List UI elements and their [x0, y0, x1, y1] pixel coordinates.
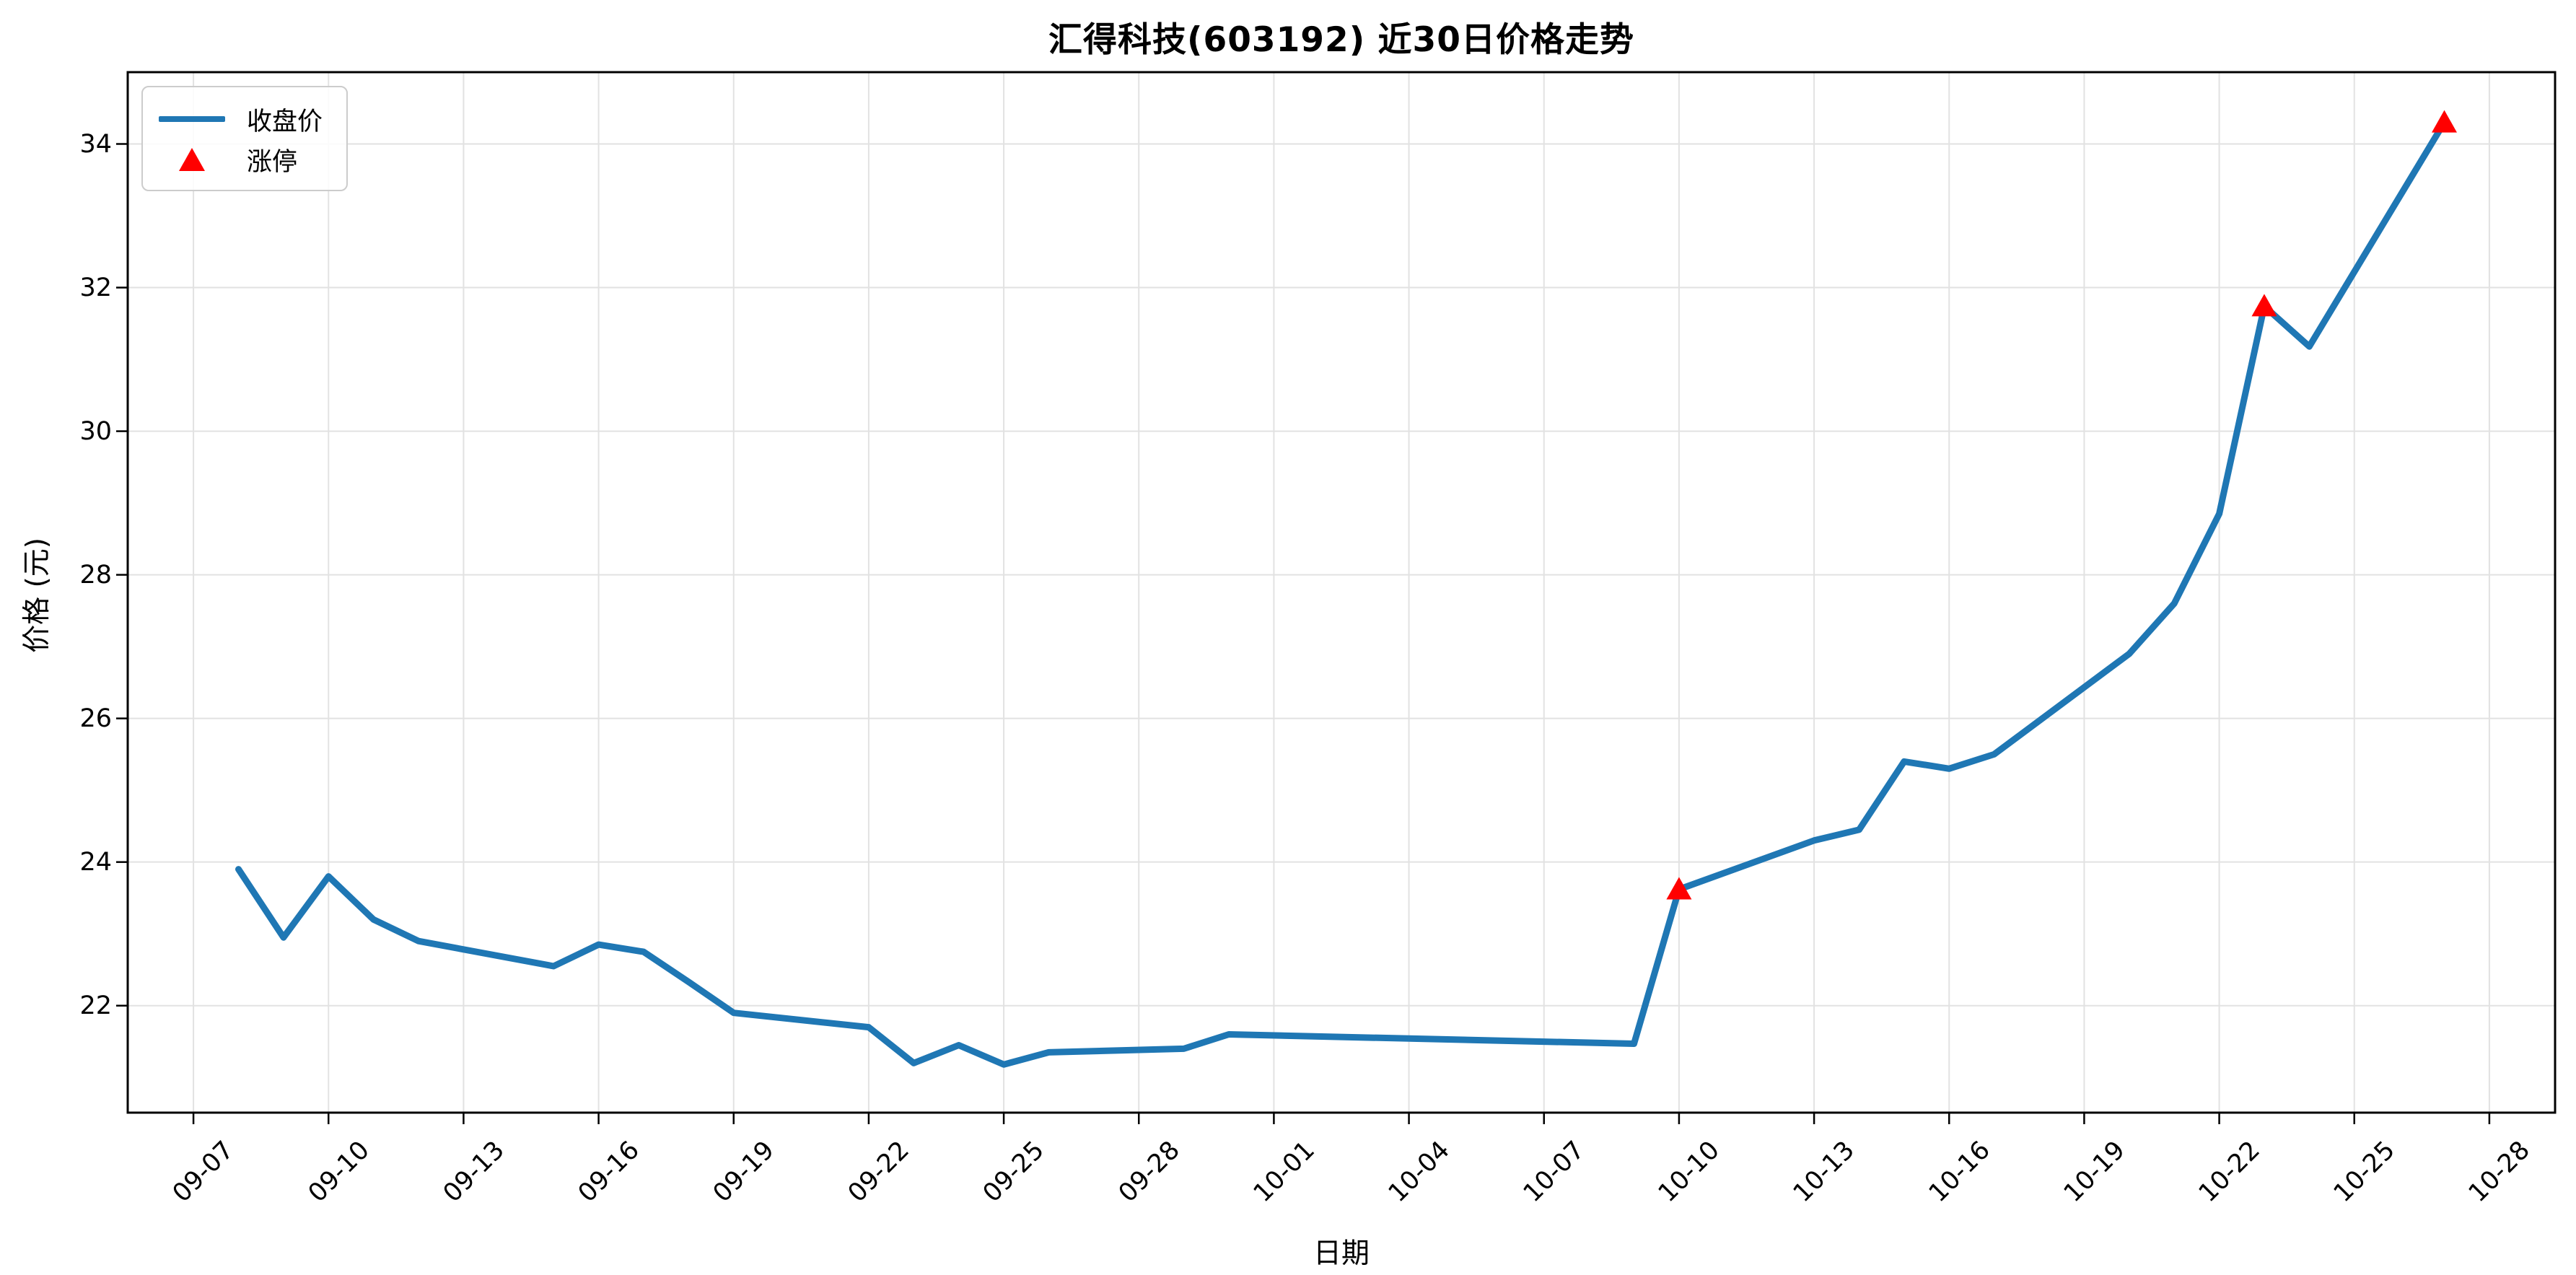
- y-tick-label: 30: [79, 416, 112, 446]
- y-tick-label: 24: [79, 847, 112, 877]
- blue-line-icon: [159, 116, 225, 122]
- legend-item-limit-up: 涨停: [159, 139, 330, 180]
- plot-border: [126, 71, 2557, 1114]
- red-triangle-icon: [179, 148, 205, 171]
- y-tick-label: 22: [79, 991, 112, 1020]
- grid-lines: [128, 72, 2555, 1113]
- y-tick-label: 32: [79, 273, 112, 302]
- limit-up-swatch: [159, 148, 225, 171]
- chart-title: 汇得科技(603192) 近30日价格走势: [1048, 20, 1634, 60]
- limit-up-triangle-icon: [1666, 877, 1692, 900]
- limit-up-triangle-icon: [2432, 110, 2458, 133]
- legend-item-label: 收盘价: [247, 107, 323, 136]
- axis-ticks: [116, 143, 2491, 1124]
- y-axis-label: 价格 (元): [21, 538, 53, 653]
- limit-up-triangle-icon: [2251, 294, 2277, 317]
- y-tick-label: 34: [79, 129, 112, 159]
- legend: 收盘价 涨停: [141, 86, 348, 191]
- y-tick-label: 26: [79, 704, 112, 733]
- close-price-line: [235, 119, 2448, 1068]
- close-line-swatch: [159, 116, 225, 122]
- legend-item-label: 涨停: [247, 147, 298, 177]
- legend-item-close: 收盘价: [159, 99, 330, 139]
- y-tick-label: 28: [79, 560, 112, 590]
- limit-up-markers: [1666, 110, 2458, 900]
- x-axis-label: 日期: [1313, 1237, 1370, 1270]
